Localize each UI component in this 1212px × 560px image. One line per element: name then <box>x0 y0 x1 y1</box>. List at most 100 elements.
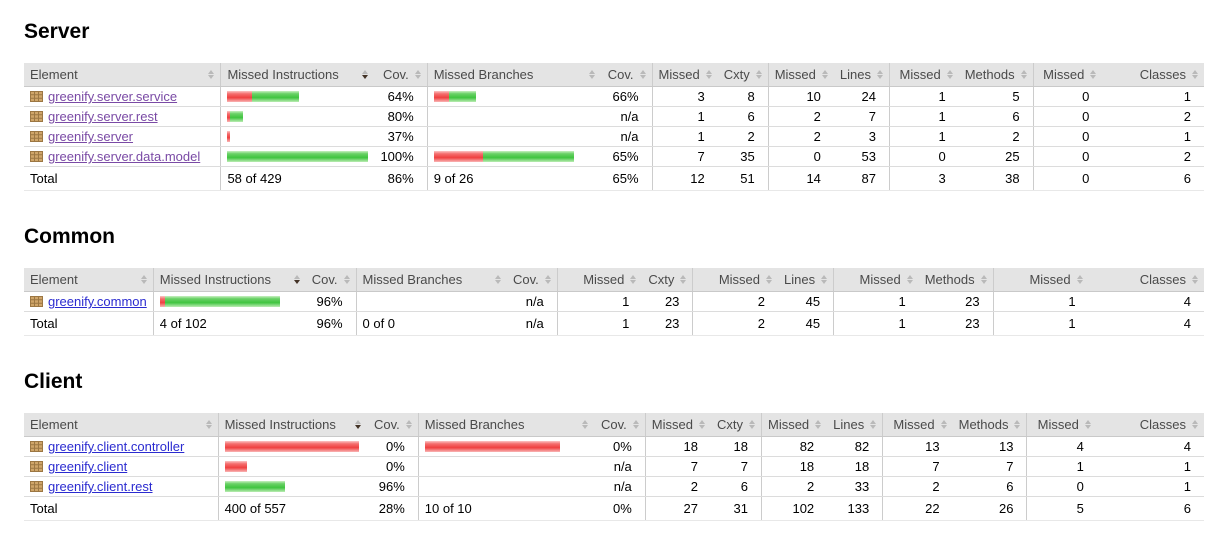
column-header-lines-8[interactable]: Lines <box>827 413 883 438</box>
branches-coverage-value: n/a <box>593 456 646 478</box>
classes-value: 4 <box>1096 436 1204 458</box>
column-header-missed-9[interactable]: Missed <box>882 413 953 438</box>
column-header-missed-instructions-1[interactable]: Missed Instructions <box>220 63 375 88</box>
missed-branches-bar-cell <box>355 291 508 313</box>
column-header-cxty-6[interactable]: Cxty <box>717 63 769 88</box>
total-instructions-coverage: 96% <box>305 311 357 337</box>
total-missed-methods: 22 <box>882 496 953 522</box>
column-header-element-0[interactable]: Element <box>24 268 154 293</box>
classes-value: 1 <box>1096 476 1204 498</box>
instructions-coverage-bar <box>224 481 361 493</box>
total-lines: 45 <box>778 311 834 337</box>
column-header-classes-12[interactable]: Classes <box>1088 268 1204 293</box>
covered-bar-segment <box>224 481 285 493</box>
column-header-missed-11[interactable]: Missed <box>992 268 1089 293</box>
column-header-missed-instructions-1[interactable]: Missed Instructions <box>217 413 367 438</box>
instructions-coverage-bar <box>227 91 368 103</box>
column-header-label: Cov. <box>311 272 338 288</box>
column-header-cov--4[interactable]: Cov. <box>593 413 646 438</box>
branches-coverage-value: n/a <box>600 106 653 128</box>
column-header-missed-branches-3[interactable]: Missed Branches <box>417 413 594 438</box>
column-header-missed-7[interactable]: Missed <box>760 413 828 438</box>
column-header-missed-branches-3[interactable]: Missed Branches <box>426 63 601 88</box>
sort-up-triangle-icon <box>766 275 773 280</box>
column-header-missed-instructions-1[interactable]: Missed Instructions <box>152 268 306 293</box>
column-header-label: Cov. <box>382 67 409 83</box>
total-missed-cxty: 27 <box>644 496 711 522</box>
column-header-missed-5[interactable]: Missed <box>644 413 711 438</box>
total-missed-methods: 1 <box>833 311 919 337</box>
instructions-coverage-bar <box>227 111 368 123</box>
element-content: greenify.server.service <box>30 89 214 104</box>
package-link[interactable]: greenify.server.data.model <box>48 149 201 165</box>
missed-bar-segment <box>227 111 231 123</box>
methods-value: 13 <box>952 436 1027 458</box>
classes-value: 2 <box>1102 106 1204 128</box>
column-header-cxty-6[interactable]: Cxty <box>710 413 762 438</box>
branches-coverage-bar <box>433 151 595 163</box>
package-link[interactable]: greenify.server <box>48 129 134 145</box>
missed-classes-value: 0 <box>1032 106 1103 128</box>
header-content: Element <box>30 67 215 82</box>
package-link[interactable]: greenify.client <box>48 459 128 475</box>
package-link[interactable]: greenify.client.controller <box>48 439 185 455</box>
column-header-missed-5[interactable]: Missed <box>651 63 718 88</box>
sort-arrows-icon <box>748 420 755 430</box>
sort-up-triangle-icon <box>343 275 350 280</box>
total-label: Total <box>24 496 219 522</box>
element-content: greenify.client <box>30 459 212 474</box>
sort-down-triangle-icon <box>205 425 212 430</box>
column-header-methods-10[interactable]: Methods <box>918 268 994 293</box>
package-link[interactable]: greenify.common <box>48 294 147 310</box>
sort-down-triangle-icon <box>906 280 913 285</box>
sort-down-triangle-icon <box>946 75 953 80</box>
column-header-lines-8[interactable]: Lines <box>778 268 834 293</box>
column-header-cov--2[interactable]: Cov. <box>305 268 357 293</box>
column-header-label: Cxty <box>716 417 743 433</box>
column-header-label: Missed Instructions <box>227 67 339 83</box>
header-content: Classes <box>1095 272 1198 287</box>
column-header-cxty-6[interactable]: Cxty <box>642 268 693 293</box>
total-missed-classes: 1 <box>992 311 1089 337</box>
package-section-client: Client Element Missed Instructions Cov. Miss… <box>24 370 1204 522</box>
total-lines: 133 <box>827 496 883 522</box>
coverage-table: Element Missed Instructions Cov. Missed Bra… <box>24 63 1204 192</box>
column-header-element-0[interactable]: Element <box>24 413 219 438</box>
column-header-missed-11[interactable]: Missed <box>1032 63 1103 88</box>
column-header-missed-7[interactable]: Missed <box>692 268 779 293</box>
column-header-label: Cov. <box>374 417 400 433</box>
header-content: Missed <box>659 67 712 82</box>
column-header-label: Missed <box>1043 67 1085 83</box>
column-header-methods-10[interactable]: Methods <box>952 413 1027 438</box>
column-header-missed-7[interactable]: Missed <box>767 63 834 88</box>
header-content: Missed <box>775 67 828 82</box>
missed-classes-value: 0 <box>1032 86 1103 108</box>
sort-up-triangle-icon <box>748 420 755 425</box>
package-link[interactable]: greenify.server.service <box>48 89 178 105</box>
header-content: Missed <box>1040 67 1097 82</box>
column-header-missed-9[interactable]: Missed <box>833 268 919 293</box>
total-missed-lines: 2 <box>692 311 779 337</box>
package-link[interactable]: greenify.client.rest <box>48 479 153 495</box>
column-header-methods-10[interactable]: Methods <box>958 63 1034 88</box>
column-header-missed-branches-3[interactable]: Missed Branches <box>355 268 508 293</box>
header-content: Missed <box>652 417 705 432</box>
column-header-lines-8[interactable]: Lines <box>833 63 890 88</box>
total-branches-coverage: n/a <box>507 311 558 337</box>
column-header-missed-5[interactable]: Missed <box>556 268 643 293</box>
column-header-cov--2[interactable]: Cov. <box>366 413 419 438</box>
package-link[interactable]: greenify.server.rest <box>48 109 158 125</box>
header-content: Classes <box>1103 417 1198 432</box>
column-header-missed-11[interactable]: Missed <box>1026 413 1097 438</box>
column-header-classes-12[interactable]: Classes <box>1102 63 1204 88</box>
column-header-cov--4[interactable]: Cov. <box>507 268 558 293</box>
column-header-cov--4[interactable]: Cov. <box>600 63 653 88</box>
header-content: Missed <box>840 272 913 287</box>
sort-arrows-icon <box>940 420 947 430</box>
column-header-element-0[interactable]: Element <box>24 63 221 88</box>
sort-up-triangle-icon <box>1084 420 1091 425</box>
column-header-missed-9[interactable]: Missed <box>888 63 959 88</box>
column-header-cov--2[interactable]: Cov. <box>374 63 428 88</box>
column-header-classes-12[interactable]: Classes <box>1096 413 1204 438</box>
branches-coverage-value: 0% <box>593 436 646 458</box>
